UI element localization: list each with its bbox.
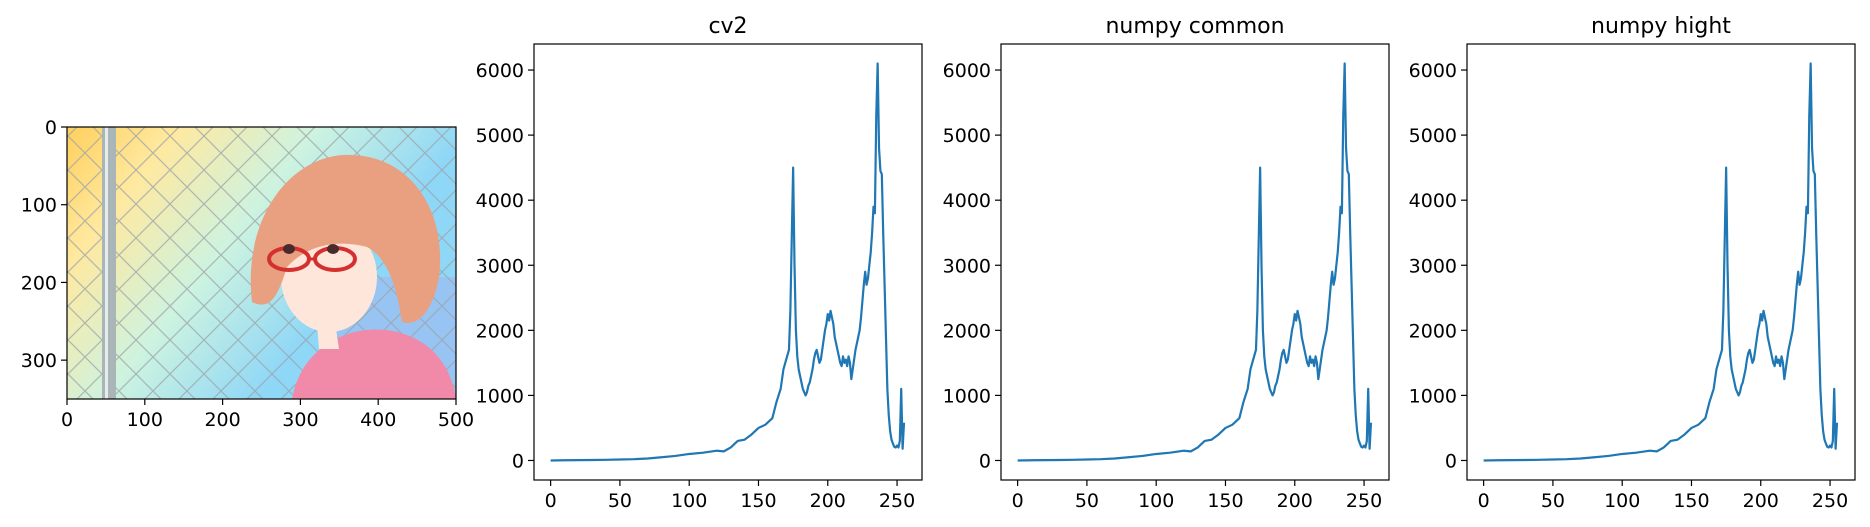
y-tick-label: 0 bbox=[1445, 450, 1457, 472]
eye-right bbox=[327, 244, 339, 254]
chart-title-numpy-common: numpy common bbox=[1105, 14, 1284, 39]
y-tick-label: 0 bbox=[979, 450, 991, 472]
image-frame bbox=[66, 126, 457, 400]
y-tick-label: 1000 bbox=[943, 385, 991, 407]
y-tick-label: 3000 bbox=[943, 255, 991, 277]
y-tick-label: 0 bbox=[512, 450, 524, 472]
series-line-cv2 bbox=[550, 62, 906, 462]
fence-pole-highlight bbox=[105, 127, 108, 399]
image-x-tick-label: 200 bbox=[204, 409, 240, 431]
y-tick-label: 6000 bbox=[943, 60, 991, 82]
y-tick-label: 2000 bbox=[476, 320, 524, 342]
image-x-tick-label: 400 bbox=[360, 409, 396, 431]
y-tick-label: 2000 bbox=[1409, 320, 1457, 342]
y-tick-label: 1000 bbox=[476, 385, 524, 407]
image-x-tick-label: 100 bbox=[127, 409, 163, 431]
x-tick-label: 200 bbox=[810, 490, 846, 512]
y-tick-label: 1000 bbox=[1409, 385, 1457, 407]
x-tick-label: 200 bbox=[1277, 490, 1313, 512]
eye-left bbox=[283, 244, 295, 254]
y-tick-label: 4000 bbox=[943, 190, 991, 212]
axes-frame-numpy-hight bbox=[1466, 43, 1856, 481]
x-tick-label: 250 bbox=[1812, 490, 1848, 512]
series-line-numpy-common bbox=[1017, 62, 1373, 462]
x-tick-label: 150 bbox=[740, 490, 776, 512]
y-tick-label: 5000 bbox=[1409, 125, 1457, 147]
anime-girl-image bbox=[67, 127, 456, 399]
image-y-tick-label: 300 bbox=[21, 350, 57, 372]
y-tick-label: 3000 bbox=[1409, 255, 1457, 277]
y-tick-label: 4000 bbox=[1409, 190, 1457, 212]
image-x-tick-label: 300 bbox=[282, 409, 318, 431]
y-tick-label: 6000 bbox=[1409, 60, 1457, 82]
image-y-tick-label: 0 bbox=[45, 117, 57, 139]
y-tick-label: 6000 bbox=[476, 60, 524, 82]
image-y-tick-label: 200 bbox=[21, 272, 57, 294]
x-tick-label: 100 bbox=[1138, 490, 1174, 512]
y-tick-label: 5000 bbox=[476, 125, 524, 147]
x-tick-label: 0 bbox=[1012, 490, 1024, 512]
x-tick-label: 150 bbox=[1673, 490, 1709, 512]
image-y-tick-label: 100 bbox=[21, 195, 57, 217]
x-tick-label: 0 bbox=[545, 490, 557, 512]
axes-frame-numpy-common bbox=[1000, 43, 1390, 481]
y-tick-label: 5000 bbox=[943, 125, 991, 147]
y-tick-label: 3000 bbox=[476, 255, 524, 277]
image-panel: 0 100 200 300 400 500 0 100 200 300 bbox=[21, 117, 474, 431]
chart-title-cv2: cv2 bbox=[708, 14, 747, 39]
x-tick-label: 150 bbox=[1207, 490, 1243, 512]
x-tick-label: 250 bbox=[1346, 490, 1382, 512]
chart-numpy-common: numpy common 0 50 100 150 200 250 0 1000 2000 3000… bbox=[943, 14, 1390, 512]
series-line-numpy-hight bbox=[1483, 62, 1839, 462]
image-x-tick-label: 500 bbox=[438, 409, 474, 431]
image-x-tick-label: 0 bbox=[61, 409, 73, 431]
fence-pole bbox=[102, 127, 116, 399]
x-tick-label: 50 bbox=[608, 490, 632, 512]
x-tick-label: 50 bbox=[1541, 490, 1565, 512]
hair bbox=[250, 154, 441, 323]
y-tick-label: 4000 bbox=[476, 190, 524, 212]
x-tick-label: 250 bbox=[879, 490, 915, 512]
y-tick-label: 2000 bbox=[943, 320, 991, 342]
x-tick-label: 100 bbox=[671, 490, 707, 512]
chart-title-numpy-hight: numpy hight bbox=[1591, 14, 1731, 39]
chart-cv2: cv2 0 50 100 150 200 250 0 1000 2000 3000 4000 5000 6… bbox=[476, 14, 923, 512]
x-tick-label: 0 bbox=[1478, 490, 1490, 512]
chart-numpy-hight: numpy hight 0 50 100 150 200 250 0 1000 2000 3000 4… bbox=[1409, 14, 1856, 512]
x-tick-label: 200 bbox=[1743, 490, 1779, 512]
x-tick-label: 100 bbox=[1604, 490, 1640, 512]
axes-frame-cv2 bbox=[533, 43, 923, 481]
x-tick-label: 50 bbox=[1075, 490, 1099, 512]
